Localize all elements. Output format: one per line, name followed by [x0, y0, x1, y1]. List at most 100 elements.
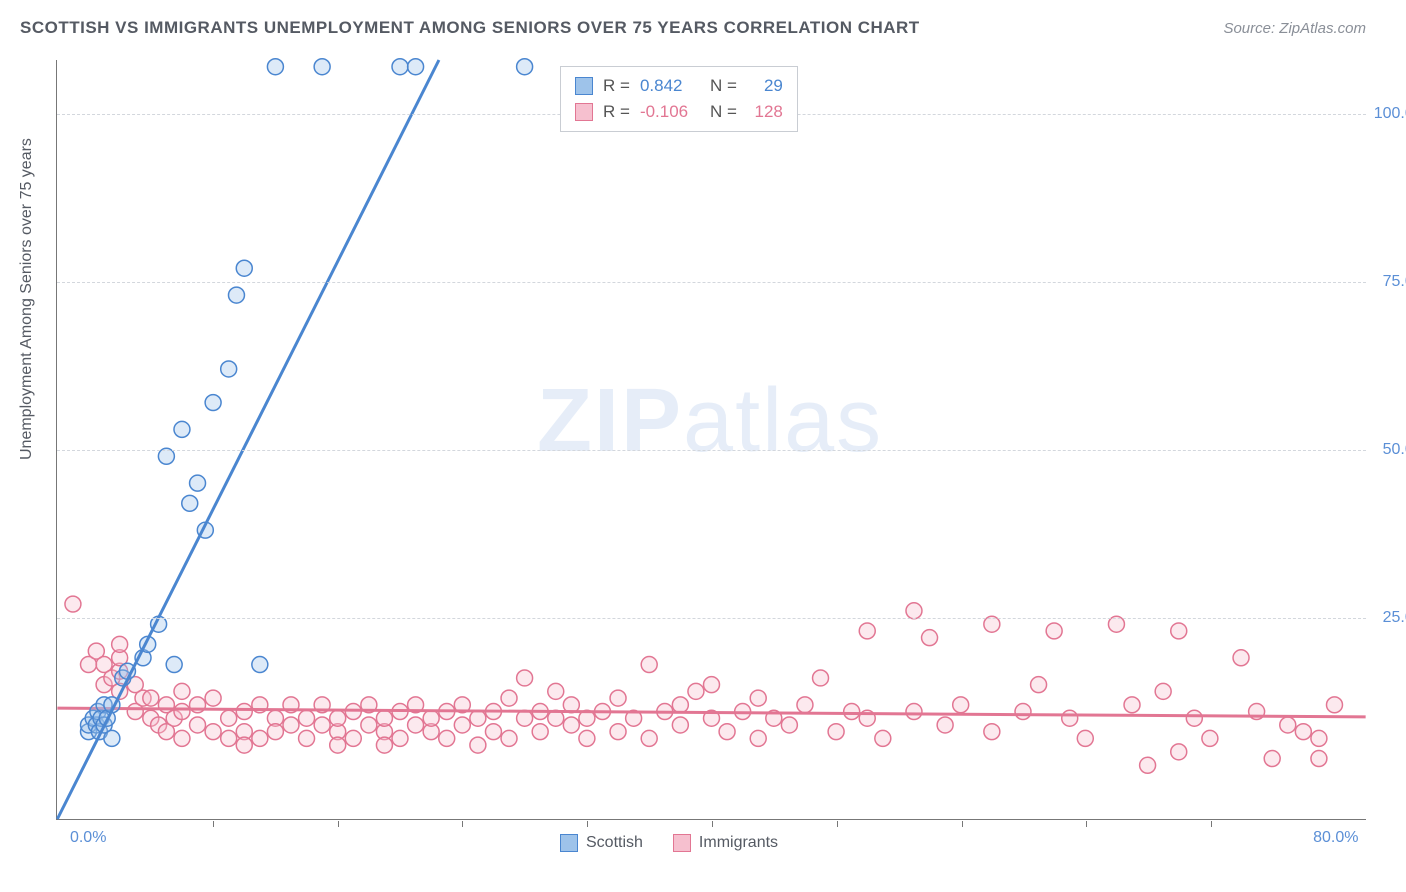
- data-point: [392, 730, 408, 746]
- data-point: [641, 657, 657, 673]
- data-point: [182, 495, 198, 511]
- data-point: [1140, 757, 1156, 773]
- data-point: [104, 730, 120, 746]
- data-point: [221, 710, 237, 726]
- data-point: [828, 724, 844, 740]
- data-point: [1280, 717, 1296, 733]
- data-point: [174, 730, 190, 746]
- data-point: [252, 730, 268, 746]
- data-point: [205, 395, 221, 411]
- data-point: [1186, 710, 1202, 726]
- data-point: [875, 730, 891, 746]
- swatch-immigrants-bottom: [673, 834, 691, 852]
- data-point: [1264, 751, 1280, 767]
- y-tick-label: 100.0%: [1374, 105, 1406, 123]
- data-point: [672, 697, 688, 713]
- data-point: [408, 59, 424, 75]
- data-point: [439, 730, 455, 746]
- data-point: [797, 697, 813, 713]
- data-point: [1077, 730, 1093, 746]
- data-point: [174, 421, 190, 437]
- data-point: [174, 704, 190, 720]
- data-point: [563, 717, 579, 733]
- swatch-immigrants: [575, 103, 593, 121]
- data-point: [610, 724, 626, 740]
- data-point: [672, 717, 688, 733]
- data-point: [750, 730, 766, 746]
- data-point: [408, 717, 424, 733]
- data-point: [1062, 710, 1078, 726]
- legend-label-immigrants: Immigrants: [699, 834, 778, 852]
- data-point: [190, 717, 206, 733]
- data-point: [1171, 623, 1187, 639]
- y-axis-label: Unemployment Among Seniors over 75 years: [18, 138, 36, 460]
- data-point: [299, 730, 315, 746]
- plot-svg: [57, 60, 1366, 819]
- data-point: [984, 724, 1000, 740]
- data-point: [1233, 650, 1249, 666]
- n-value-immigrants: 128: [747, 102, 783, 122]
- y-tick-label: 75.0%: [1383, 273, 1406, 291]
- data-point: [485, 724, 501, 740]
- data-point: [859, 623, 875, 639]
- data-point: [376, 710, 392, 726]
- source-attribution: Source: ZipAtlas.com: [1223, 20, 1366, 37]
- data-point: [143, 690, 159, 706]
- data-point: [688, 683, 704, 699]
- data-point: [236, 260, 252, 276]
- series-legend: Scottish Immigrants: [560, 834, 778, 852]
- y-tick-label: 25.0%: [1383, 609, 1406, 627]
- legend-item-scottish: Scottish: [560, 834, 643, 852]
- data-point: [112, 636, 128, 652]
- data-point: [267, 59, 283, 75]
- data-point: [314, 59, 330, 75]
- r-value-scottish: 0.842: [640, 76, 700, 96]
- data-point: [1311, 730, 1327, 746]
- data-point: [228, 287, 244, 303]
- data-point: [906, 704, 922, 720]
- data-point: [470, 710, 486, 726]
- data-point: [1046, 623, 1062, 639]
- data-point: [579, 730, 595, 746]
- legend-label-scottish: Scottish: [586, 834, 643, 852]
- data-point: [205, 724, 221, 740]
- data-point: [221, 361, 237, 377]
- data-point: [1202, 730, 1218, 746]
- data-point: [501, 730, 517, 746]
- data-point: [454, 717, 470, 733]
- r-label: R =: [603, 102, 630, 122]
- data-point: [906, 603, 922, 619]
- plot-area: ZIPatlas 25.0%50.0%75.0%100.0%0.0%80.0%: [56, 60, 1366, 820]
- legend-row-immigrants: R = -0.106 N = 128: [575, 99, 783, 125]
- data-point: [704, 677, 720, 693]
- n-label: N =: [710, 76, 737, 96]
- data-point: [1311, 751, 1327, 767]
- data-point: [252, 657, 268, 673]
- data-point: [423, 710, 439, 726]
- data-point: [236, 737, 252, 753]
- data-point: [470, 737, 486, 753]
- data-point: [937, 717, 953, 733]
- legend-item-immigrants: Immigrants: [673, 834, 778, 852]
- x-tick-label: 0.0%: [70, 829, 106, 847]
- data-point: [190, 475, 206, 491]
- data-point: [1171, 744, 1187, 760]
- data-point: [548, 683, 564, 699]
- data-point: [813, 670, 829, 686]
- data-point: [517, 59, 533, 75]
- data-point: [501, 690, 517, 706]
- y-tick-label: 50.0%: [1383, 441, 1406, 459]
- swatch-scottish: [575, 77, 593, 95]
- data-point: [330, 737, 346, 753]
- correlation-legend: R = 0.842 N = 29 R = -0.106 N = 128: [560, 66, 798, 132]
- data-point: [1326, 697, 1342, 713]
- data-point: [314, 717, 330, 733]
- data-point: [750, 690, 766, 706]
- r-value-immigrants: -0.106: [640, 102, 700, 122]
- data-point: [267, 724, 283, 740]
- r-label: R =: [603, 76, 630, 96]
- data-point: [166, 657, 182, 673]
- data-point: [361, 717, 377, 733]
- data-point: [65, 596, 81, 612]
- chart-title: SCOTTISH VS IMMIGRANTS UNEMPLOYMENT AMON…: [20, 18, 920, 38]
